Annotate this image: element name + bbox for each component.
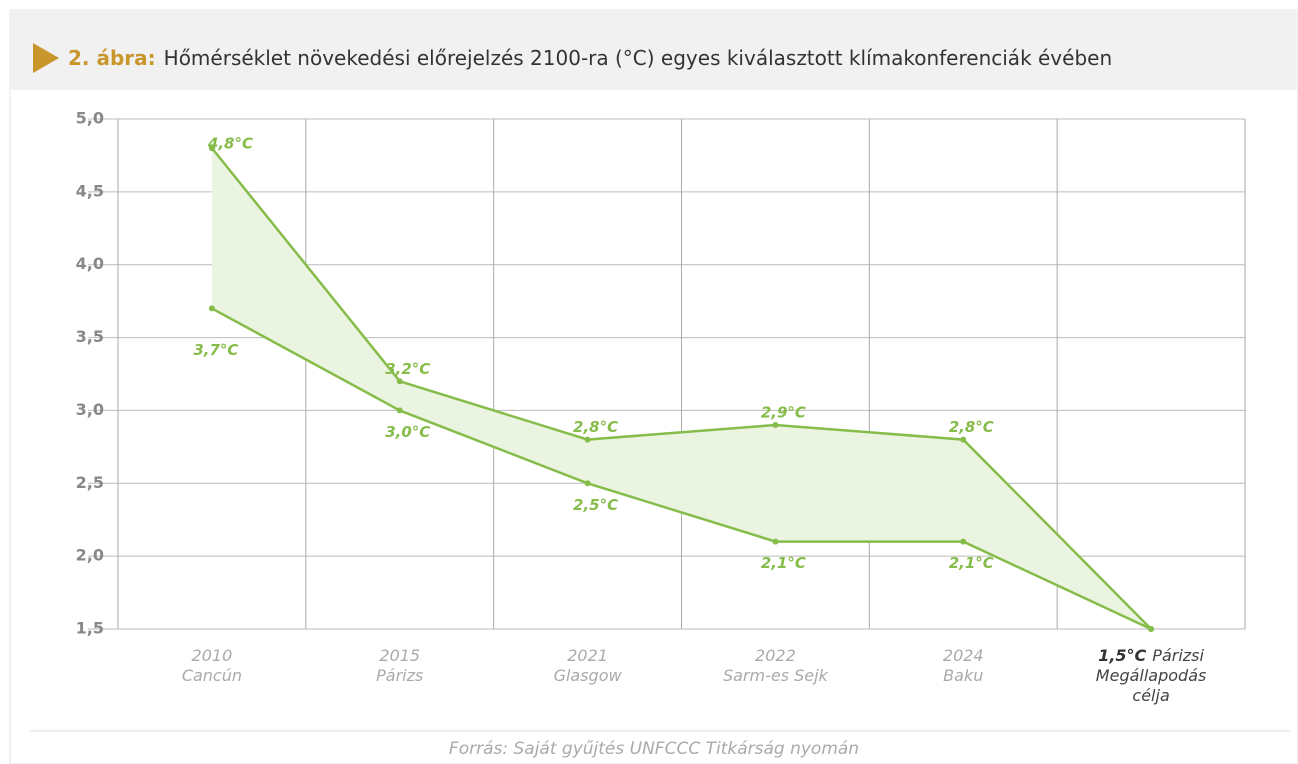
x-tick-label: 2021 <box>567 646 608 665</box>
category-line: Párizsi <box>1152 646 1204 665</box>
data-point <box>960 538 967 545</box>
x-tick-label: 2010 <box>192 646 233 665</box>
data-point <box>1148 626 1155 632</box>
category-line: 2021 <box>567 646 608 665</box>
value-label: 3,0°C <box>385 423 430 441</box>
y-tick-label: 3,0 <box>76 400 104 419</box>
y-tick-label: 1,5 <box>76 619 104 638</box>
y-tick-label: 2,5 <box>76 473 104 492</box>
title-prefix: 2. ábra: <box>68 46 156 70</box>
category-line: Glasgow <box>554 666 623 685</box>
value-label: 3,2°C <box>385 360 430 378</box>
category-line: Megállapodás <box>1096 666 1207 685</box>
data-point <box>960 436 967 443</box>
data-point <box>584 480 591 487</box>
value-label: 4,8°C <box>207 135 253 153</box>
data-point <box>396 407 403 414</box>
category-line: Sarm-es Sejk <box>723 666 829 685</box>
x-tick-label: Cancún <box>182 666 242 685</box>
header-arrow <box>33 43 59 73</box>
series-line <box>211 307 1152 631</box>
series-line <box>210 147 1152 630</box>
category-line: Párizs <box>376 666 423 685</box>
x-tick-label: 1,5°C Párizsi <box>1098 646 1204 665</box>
y-tick-label: 2,0 <box>76 546 104 565</box>
x-tick-label: 2015 <box>379 646 420 665</box>
x-tick-label: Párizs <box>376 666 423 685</box>
category-line: Cancún <box>182 666 242 685</box>
category-line: 2024 <box>943 646 984 665</box>
data-point <box>396 378 403 385</box>
y-tick-label: 4,0 <box>76 254 104 273</box>
category-line: 2015 <box>379 646 420 665</box>
x-tick-label: Glasgow <box>554 666 623 685</box>
x-tick-label: Megállapodás <box>1096 666 1207 685</box>
data-point <box>208 145 215 152</box>
data-point <box>772 422 779 428</box>
value-label: 2,9°C <box>761 404 806 422</box>
value-label: 3,7°C <box>193 341 238 359</box>
x-tick-label: Baku <box>943 666 983 685</box>
x-tick-label: Sarm-es Sejk <box>723 666 829 685</box>
target-label: 1,5°C <box>1098 646 1146 665</box>
y-tick-label: 5,0 <box>76 109 104 128</box>
range-area <box>211 148 1152 629</box>
category-line: célja <box>1132 686 1169 705</box>
x-tick-label: célja <box>1132 686 1169 705</box>
x-tick-label: 2024 <box>943 646 984 665</box>
title-text: Hőmérséklet növekedési előrejelzés 2100-… <box>164 46 1112 70</box>
y-tick-label: 3,5 <box>76 327 104 346</box>
value-label: 2,1°C <box>761 554 806 572</box>
x-tick-label: 2022 <box>755 646 796 665</box>
source: Forrás: Saját gyűjtés UNFCCC Titkárság n… <box>449 739 859 759</box>
y-tick-label: 4,5 <box>76 181 104 200</box>
category-line: 2022 <box>755 646 796 665</box>
data-point <box>772 538 779 545</box>
header <box>10 10 1298 90</box>
value-label: 2,1°C <box>949 554 994 572</box>
category-line: Baku <box>943 666 983 685</box>
value-label: 2,8°C <box>949 418 994 436</box>
data-point <box>584 436 591 443</box>
value-label: 2,5°C <box>573 496 618 514</box>
category-line: 2010 <box>192 646 233 665</box>
value-label: 2,8°C <box>573 418 618 436</box>
chart-title: 2. ábra: Hőmérséklet növekedési előrejelz… <box>68 46 1112 70</box>
frame <box>9 9 1298 764</box>
data-point <box>208 305 215 312</box>
